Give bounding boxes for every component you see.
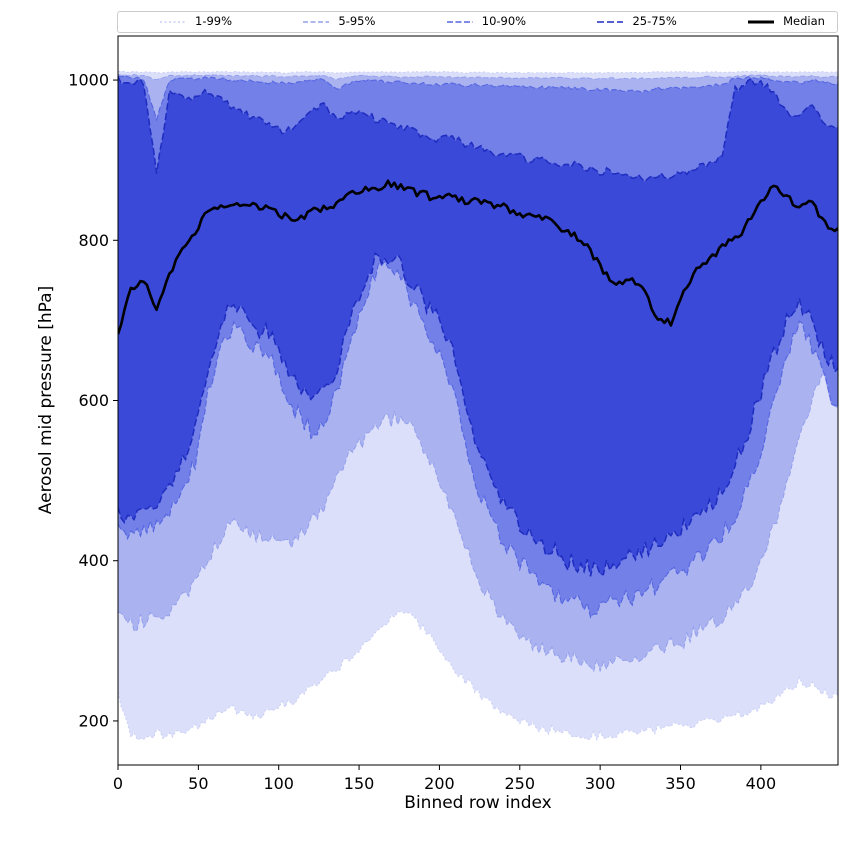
legend-line-10-90-icon [446, 21, 473, 23]
legend-item-25-75: 25-75% [595, 14, 677, 29]
legend-label-1-99: 1-99% [195, 14, 233, 29]
band-lower-line-10-90% [118, 260, 838, 619]
legend-line-1-99-icon [160, 21, 186, 23]
x-tick-label: 150 [344, 774, 375, 793]
legend-item-median: Median [746, 16, 825, 28]
legend-item-5-95: 5-95% [301, 16, 375, 28]
band-upper-line-5-95% [118, 73, 838, 81]
legend-item-1-99: 1-99% [158, 16, 232, 28]
x-tick-label: 0 [113, 774, 123, 793]
median-line [118, 179, 838, 335]
legend-label-10-90: 10-90% [481, 14, 527, 29]
y-tick-label: 1000 [68, 71, 109, 90]
y-tick-label: 400 [78, 551, 109, 570]
band-upper-line-10-90% [118, 75, 838, 122]
x-tick-label: 50 [188, 774, 208, 793]
x-axis-label: Binned row index [404, 793, 552, 813]
legend: 1-99% 5-95% 10-90% 25-75% Median [117, 11, 838, 33]
legend-label-median: Median [783, 14, 825, 29]
x-tick-label: 200 [424, 774, 455, 793]
band-lower-line-1-99% [118, 610, 838, 742]
y-axis-label: Aerosol mid pressure [hPa] [36, 285, 56, 515]
y-tick-label: 800 [78, 231, 109, 250]
legend-item-10-90: 10-90% [445, 16, 526, 28]
x-tick-label: 400 [746, 774, 777, 793]
legend-label-5-95: 5-95% [338, 14, 376, 29]
x-tick-label: 250 [505, 774, 536, 793]
x-tick-label: 300 [585, 774, 616, 793]
x-tick-label: 350 [665, 774, 696, 793]
x-tick-label: 100 [263, 774, 294, 793]
legend-line-median-icon [748, 20, 775, 24]
plot-area [118, 70, 838, 742]
legend-line-25-75-icon [597, 21, 624, 23]
y-tick-label: 600 [78, 391, 109, 410]
legend-line-5-95-icon [303, 21, 330, 23]
band-lower-line-25-75% [118, 251, 838, 577]
band-lower-line-5-95% [118, 373, 838, 673]
y-tick-label: 200 [78, 711, 109, 730]
band-upper-line-25-75% [118, 75, 838, 183]
legend-label-25-75: 25-75% [632, 14, 677, 29]
band-fill-25-75% [118, 76, 838, 577]
